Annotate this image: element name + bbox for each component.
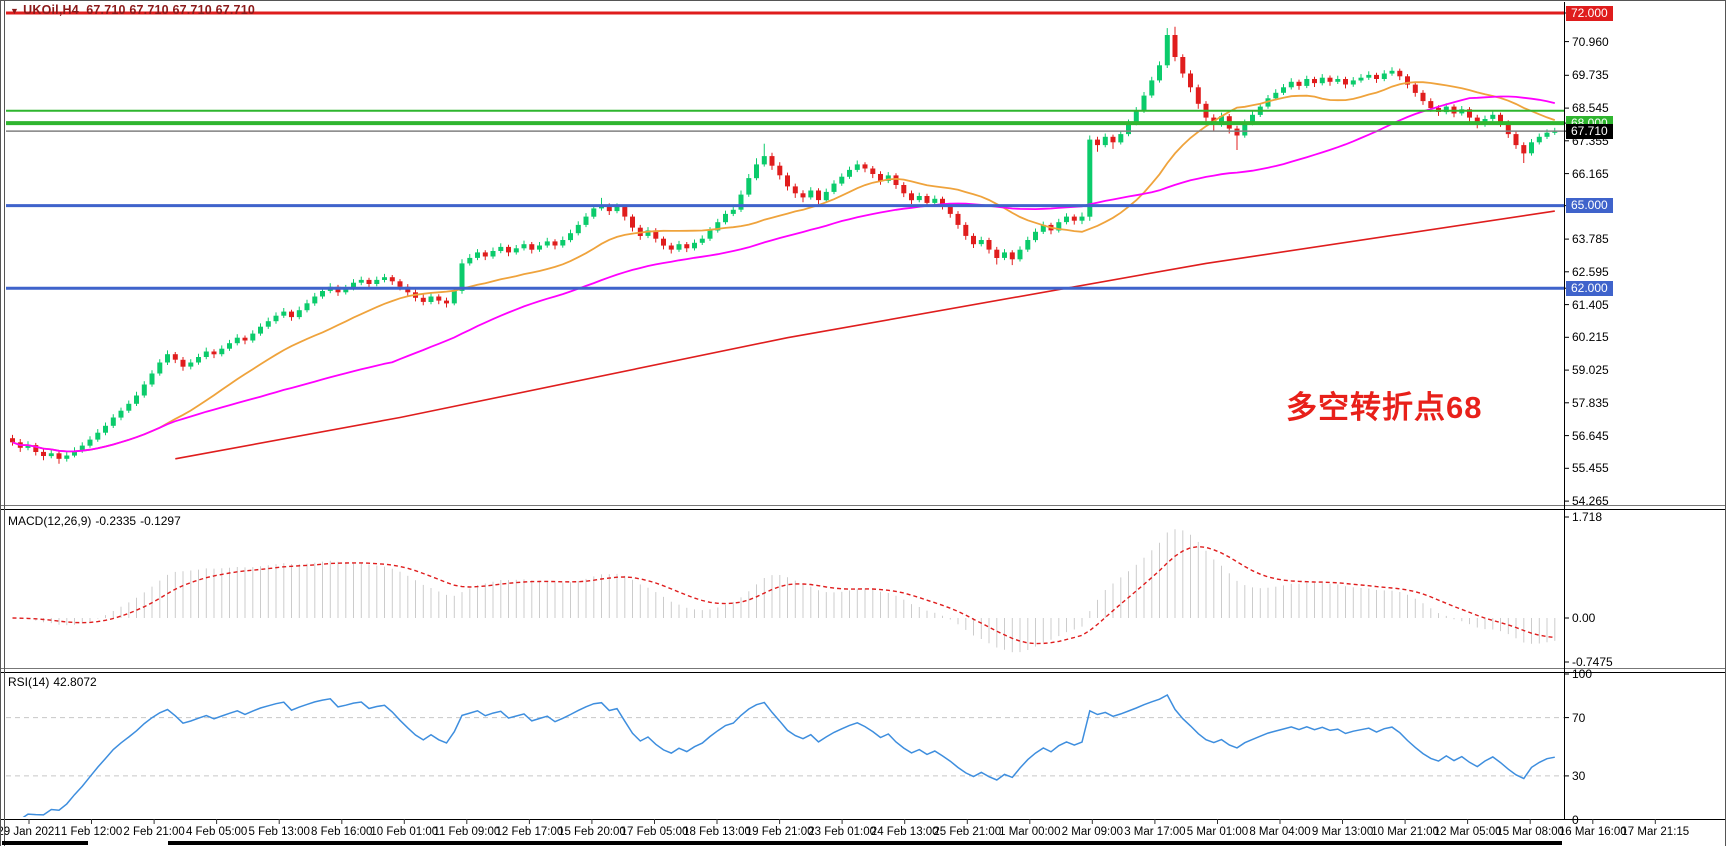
rsi-indicator-label: RSI(14) 42.8072 bbox=[8, 675, 101, 689]
macd-indicator-label: MACD(12,26,9) -0.2335 -0.1297 bbox=[8, 514, 185, 528]
macd-signal-value: -0.1297 bbox=[140, 514, 181, 528]
symbol-dropdown-icon[interactable]: ▼ bbox=[10, 6, 20, 16]
panel-left-border bbox=[4, 0, 5, 846]
rsi-plot bbox=[6, 693, 1564, 817]
h-scrollbar-track[interactable] bbox=[168, 841, 1562, 845]
symbol-timeframe-label: UKOil,H4 bbox=[23, 3, 79, 17]
macd-name: MACD(12,26,9) bbox=[8, 514, 92, 528]
window-left-border bbox=[0, 0, 1, 846]
macd-main-value: -0.2335 bbox=[95, 514, 137, 528]
symbol-ohlc-header: ▼ UKOil,H4 67.710 67.710 67.710 67.710 bbox=[10, 3, 255, 17]
ohlc-values: 67.710 67.710 67.710 67.710 bbox=[86, 3, 255, 17]
window-top-border bbox=[0, 0, 1726, 1]
rsi-name: RSI(14) bbox=[8, 675, 50, 689]
macd-plot bbox=[12, 529, 1556, 653]
rsi-value: 42.8072 bbox=[53, 675, 97, 689]
trade-annotation[interactable]: 多空转折点68 bbox=[1286, 390, 1483, 425]
h-scrollbar-thumb[interactable] bbox=[2, 841, 88, 845]
candlestick-plot bbox=[6, 11, 1564, 464]
